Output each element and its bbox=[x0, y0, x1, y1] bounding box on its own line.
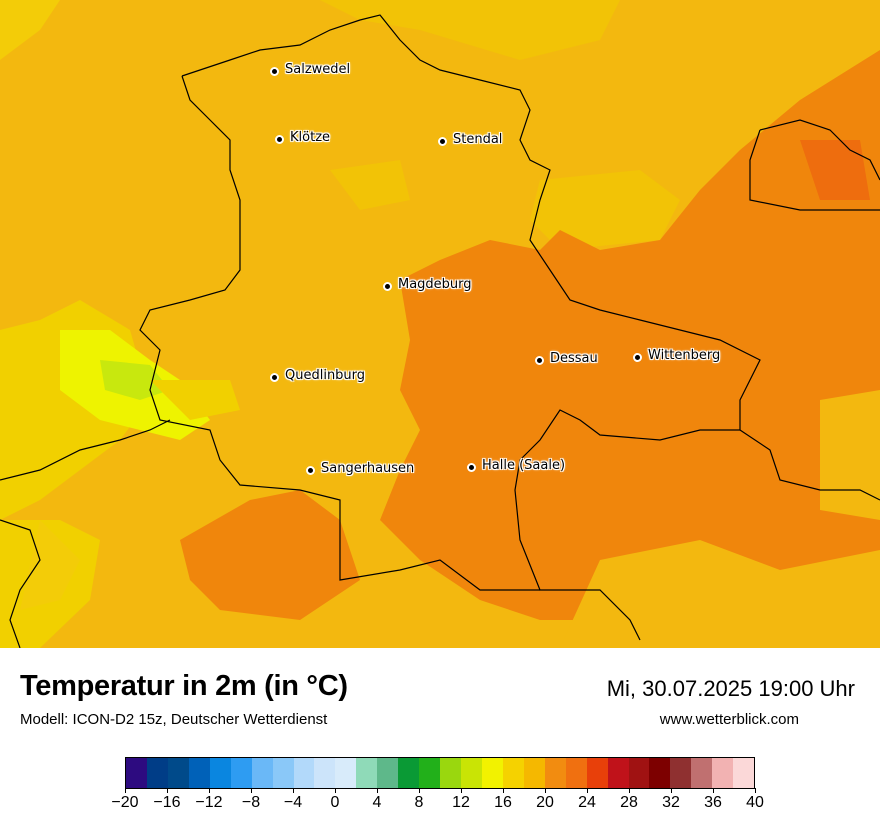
forecast-datetime: Mi, 30.07.2025 19:00 Uhr bbox=[606, 676, 855, 701]
city-label: Salzwedel bbox=[285, 62, 351, 77]
legend-color-segment bbox=[167, 758, 189, 788]
legend-color-segment bbox=[481, 758, 503, 788]
legend-tick-label: 16 bbox=[494, 794, 512, 811]
temperature-field bbox=[0, 0, 880, 648]
legend-color-segment bbox=[251, 758, 273, 788]
legend-color-segment bbox=[544, 758, 566, 788]
legend-tick-mark bbox=[712, 788, 714, 793]
legend-color-segment bbox=[314, 758, 336, 788]
legend-tick-mark bbox=[376, 788, 378, 793]
legend-tick-label: 8 bbox=[414, 794, 424, 811]
city-marker bbox=[306, 466, 315, 475]
city-marker bbox=[535, 356, 544, 365]
legend-tick-mark bbox=[334, 788, 336, 793]
legend-tick-label: 28 bbox=[620, 794, 638, 811]
legend-color-segment bbox=[523, 758, 545, 788]
legend-tick-label: 32 bbox=[662, 794, 680, 811]
legend-tick-mark bbox=[250, 788, 252, 793]
color-legend bbox=[125, 757, 755, 789]
city-label: Stendal bbox=[453, 132, 503, 147]
legend-color-segment bbox=[230, 758, 252, 788]
legend-tick-label: 0 bbox=[330, 794, 340, 811]
legend-color-segment bbox=[502, 758, 524, 788]
legend-tick-label: −16 bbox=[153, 794, 181, 811]
legend-color-segment bbox=[356, 758, 378, 788]
city-label: Magdeburg bbox=[398, 277, 472, 292]
legend-color-segment bbox=[419, 758, 441, 788]
legend-color-segment bbox=[565, 758, 587, 788]
legend-tick-label: −4 bbox=[283, 794, 303, 811]
legend-color-segment bbox=[586, 758, 608, 788]
legend-color-segment bbox=[712, 758, 734, 788]
city-marker bbox=[438, 137, 447, 146]
legend-tick-label: −8 bbox=[241, 794, 261, 811]
legend-tick-label: 24 bbox=[578, 794, 596, 811]
legend-color-segment bbox=[398, 758, 420, 788]
legend-tick-mark bbox=[544, 788, 546, 793]
legend-tick-label: 40 bbox=[746, 794, 764, 811]
city-label: Sangerhausen bbox=[321, 461, 415, 476]
temperature-map: Salzwedel Klötze Stendal Magdeburg Dessau Wit… bbox=[0, 0, 880, 648]
city-marker bbox=[275, 135, 284, 144]
legend-tick-label: 12 bbox=[452, 794, 470, 811]
legend-tick-mark bbox=[460, 788, 462, 793]
legend-color-segment bbox=[335, 758, 357, 788]
legend-tick-label: −20 bbox=[111, 794, 139, 811]
legend-color-segment bbox=[461, 758, 482, 788]
legend-tick-label: 20 bbox=[536, 794, 554, 811]
legend-tick-mark bbox=[292, 788, 294, 793]
legend-tick-label: 36 bbox=[704, 794, 722, 811]
map-footer: Temperatur in 2m (in °C) Modell: ICON-D2… bbox=[0, 648, 880, 830]
legend-color-segment bbox=[670, 758, 692, 788]
legend-tick-mark bbox=[166, 788, 168, 793]
legend-tick-mark bbox=[586, 788, 588, 793]
legend-tick-mark bbox=[208, 788, 210, 793]
legend-color-segment bbox=[293, 758, 315, 788]
legend-color-segment bbox=[628, 758, 650, 788]
city-label: Klötze bbox=[290, 130, 331, 145]
legend-tick-mark bbox=[754, 788, 756, 793]
legend-color-segment bbox=[377, 758, 399, 788]
legend-tick-label: −12 bbox=[195, 794, 223, 811]
city-marker bbox=[270, 373, 279, 382]
city-marker bbox=[633, 353, 642, 362]
legend-color-segment bbox=[126, 758, 147, 788]
city-label: Halle (Saale) bbox=[482, 458, 566, 473]
city-label: Quedlinburg bbox=[285, 368, 366, 383]
legend-color-segment bbox=[209, 758, 231, 788]
legend-color-segment bbox=[691, 758, 713, 788]
city-label: Wittenberg bbox=[648, 348, 721, 363]
legend-color-segment bbox=[188, 758, 210, 788]
city-marker bbox=[383, 282, 392, 291]
legend-tick-mark bbox=[670, 788, 672, 793]
legend-tick-mark bbox=[418, 788, 420, 793]
legend-tick-mark bbox=[502, 788, 504, 793]
legend-color-segment bbox=[440, 758, 461, 788]
city-marker bbox=[467, 463, 476, 472]
legend-tick-label: 4 bbox=[372, 794, 382, 811]
legend-color-segment bbox=[607, 758, 629, 788]
model-source: Modell: ICON-D2 15z, Deutscher Wetterdie… bbox=[20, 711, 328, 728]
map-title: Temperatur in 2m (in °C) bbox=[20, 670, 348, 702]
legend-color-segment bbox=[146, 758, 168, 788]
website-url: www.wetterblick.com bbox=[659, 711, 799, 728]
legend-tick-mark bbox=[124, 788, 126, 793]
legend-color-segment bbox=[649, 758, 671, 788]
city-label: Dessau bbox=[550, 351, 598, 366]
legend-color-segment bbox=[733, 758, 755, 788]
legend-tick-mark bbox=[628, 788, 630, 793]
legend-color-segment bbox=[272, 758, 294, 788]
city-marker bbox=[270, 67, 279, 76]
